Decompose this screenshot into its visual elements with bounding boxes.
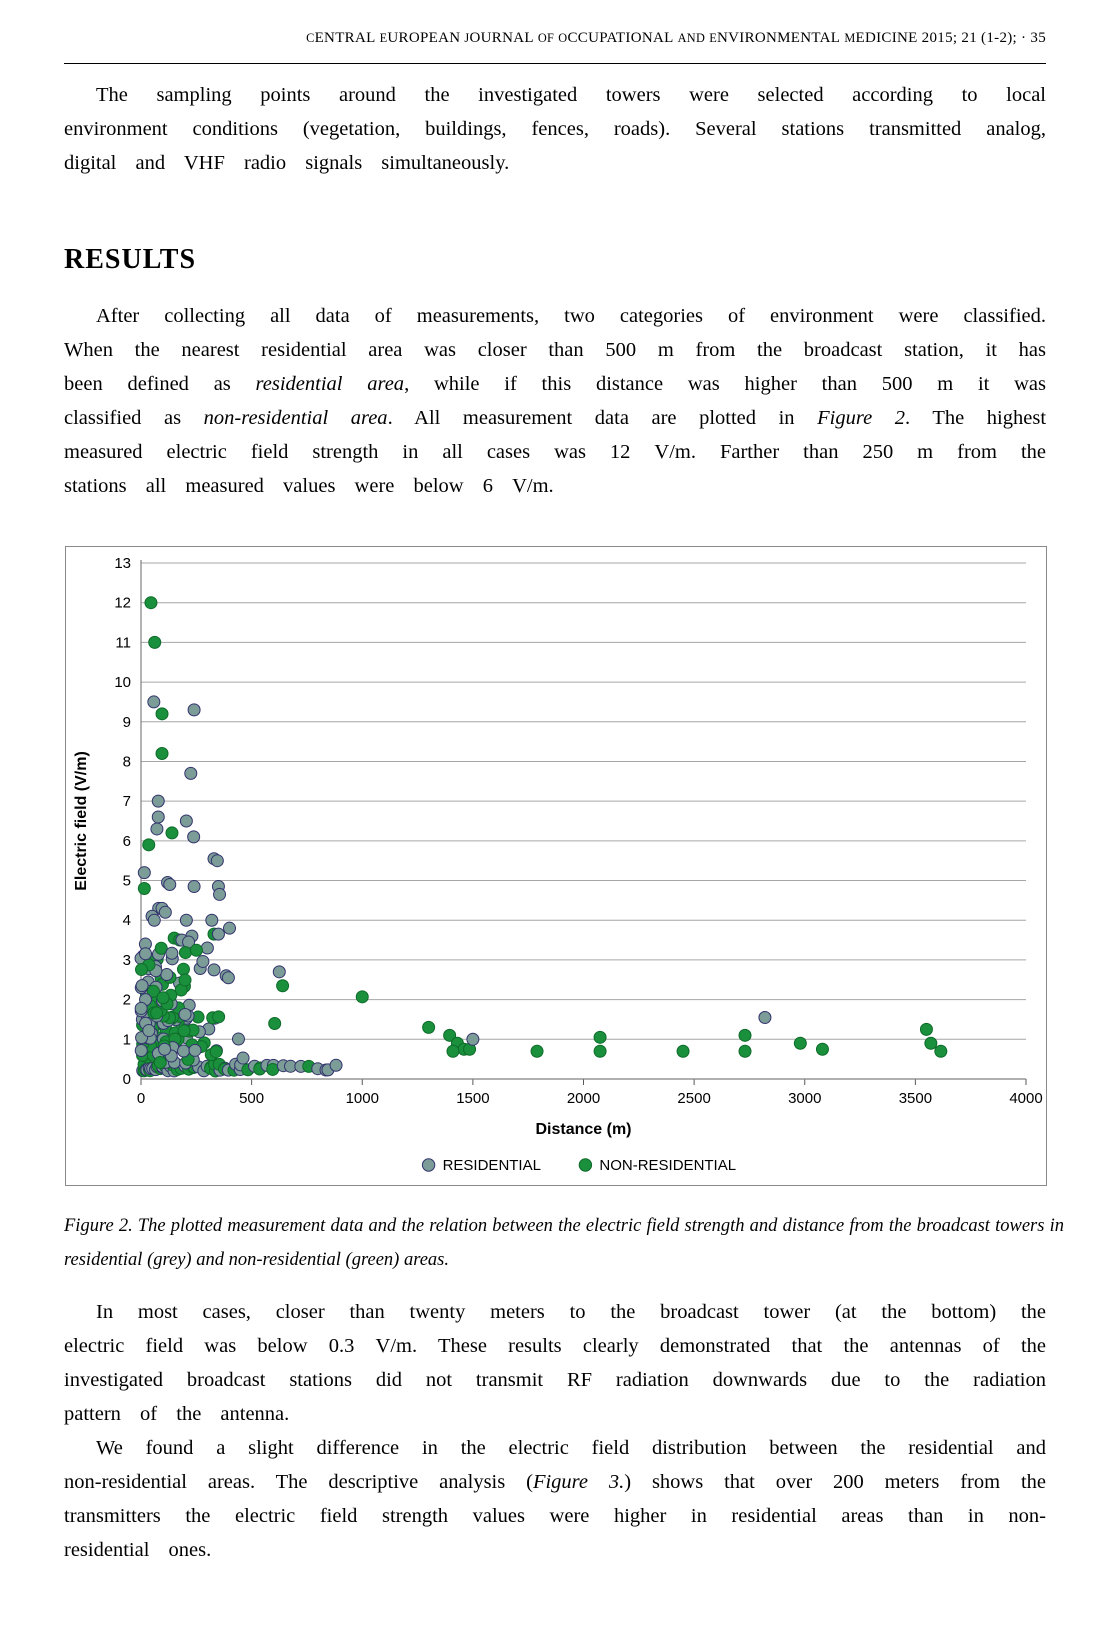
svg-text:RESIDENTIAL: RESIDENTIAL	[443, 1157, 541, 1174]
svg-text:4000: 4000	[1009, 1090, 1042, 1107]
svg-text:0: 0	[123, 1071, 131, 1088]
svg-text:6: 6	[123, 833, 131, 850]
svg-text:12: 12	[114, 595, 131, 612]
svg-text:1500: 1500	[456, 1090, 489, 1107]
svg-text:10: 10	[114, 674, 131, 691]
svg-text:5: 5	[123, 873, 131, 890]
svg-text:8: 8	[123, 753, 131, 770]
svg-text:4: 4	[123, 912, 131, 929]
svg-text:NON-RESIDENTIAL: NON-RESIDENTIAL	[599, 1157, 736, 1174]
svg-text:13: 13	[114, 555, 131, 572]
svg-text:1000: 1000	[346, 1090, 379, 1107]
svg-text:3000: 3000	[788, 1090, 821, 1107]
svg-text:Distance (m): Distance (m)	[535, 1121, 631, 1138]
svg-text:11: 11	[115, 634, 131, 651]
svg-text:Electric field (V/m): Electric field (V/m)	[73, 751, 90, 891]
svg-text:2500: 2500	[677, 1090, 710, 1107]
svg-text:2000: 2000	[567, 1090, 600, 1107]
svg-text:3: 3	[123, 952, 131, 969]
svg-text:1: 1	[123, 1031, 131, 1048]
svg-text:3500: 3500	[899, 1090, 932, 1107]
svg-text:500: 500	[239, 1090, 264, 1107]
svg-text:7: 7	[123, 793, 131, 810]
svg-text:2: 2	[123, 992, 131, 1009]
svg-text:0: 0	[137, 1090, 145, 1107]
svg-text:9: 9	[123, 714, 131, 731]
